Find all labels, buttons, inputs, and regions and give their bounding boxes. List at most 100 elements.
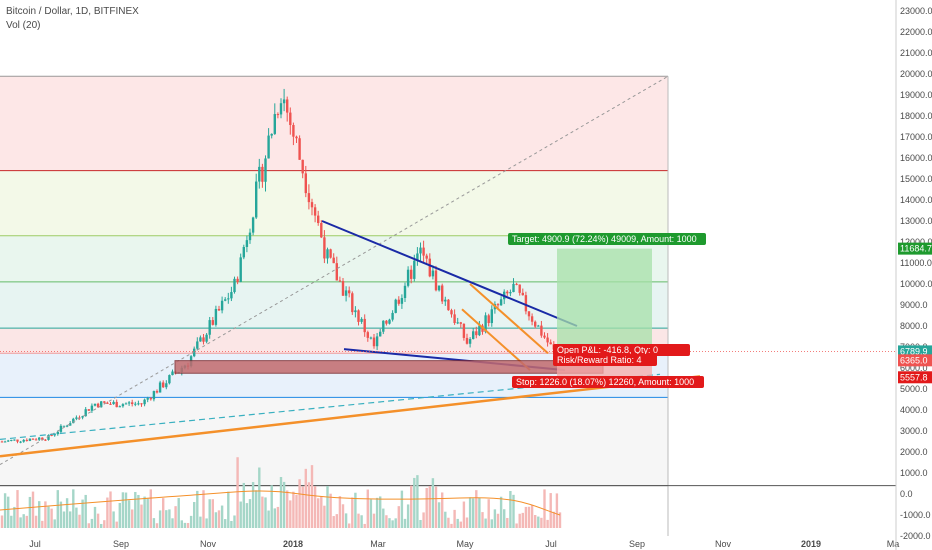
volume-bar	[224, 519, 227, 528]
candle-body	[289, 112, 292, 126]
volume-bar	[307, 482, 311, 528]
candle-body	[295, 136, 298, 139]
candle-body	[422, 247, 425, 256]
volume-bar	[158, 510, 162, 528]
volume-bar	[245, 503, 249, 528]
volume-bar	[434, 486, 438, 528]
candle-body	[441, 285, 444, 302]
candle-body	[146, 398, 149, 400]
annotation-labels: Target: 4900.9 (72.24%) 49009, Amount: 1…	[508, 233, 932, 388]
candle-body	[124, 403, 128, 405]
volume-bar	[47, 506, 50, 528]
volume-bar	[255, 490, 258, 528]
candle-body	[10, 439, 13, 441]
time-tick-label: Ma	[887, 539, 900, 549]
candle-body	[50, 434, 53, 436]
volume-bar	[270, 485, 273, 528]
volume-bar	[279, 477, 283, 528]
candle-body	[537, 325, 540, 327]
candle-body	[397, 299, 400, 304]
volume-bar	[264, 497, 267, 528]
volume-bar	[90, 518, 94, 528]
volume-bar	[149, 489, 152, 528]
price-tick-label: 10000.0	[900, 279, 932, 289]
volume-bar	[152, 518, 156, 528]
volume-bar	[475, 490, 478, 528]
volume-bar	[109, 491, 112, 528]
volume-bar	[19, 517, 22, 528]
volume-bar	[459, 521, 462, 528]
volume-bar	[518, 513, 521, 528]
volume-bar	[174, 506, 177, 528]
candle-body	[419, 247, 422, 254]
candle-body	[310, 202, 314, 208]
volume-bar	[527, 506, 531, 528]
candle-body	[93, 403, 97, 406]
volume-bar	[338, 496, 342, 528]
candle-body	[326, 249, 329, 259]
candle-body	[292, 125, 295, 137]
candle-body	[38, 437, 41, 440]
candle-body	[31, 438, 35, 440]
volume-bar	[465, 517, 469, 528]
time-tick-label: Mar	[370, 539, 386, 549]
volume-bar	[344, 513, 348, 528]
volume-bar	[93, 506, 97, 528]
price-tick-label: 1000.0	[900, 468, 928, 478]
candle-body	[447, 299, 450, 311]
candle-body	[69, 423, 72, 426]
volume-bar	[289, 500, 292, 528]
fib-band	[0, 76, 668, 171]
volume-bar	[217, 510, 221, 528]
volume-bar	[375, 497, 379, 528]
volume-bar	[168, 509, 171, 528]
candle-body	[437, 285, 441, 291]
candle-body	[344, 290, 348, 296]
volume-bar	[230, 520, 233, 528]
volume-bar	[357, 513, 360, 528]
candle-body	[96, 403, 100, 408]
candle-body	[65, 425, 69, 427]
volume-bar	[208, 499, 211, 528]
volume-bar	[295, 494, 298, 528]
price-label: 11684.7	[900, 244, 932, 254]
price-axis: 23000.0 22000.0 21000.0 20000.0 19000.0 18000…	[895, 0, 932, 550]
target-label: Target: 4900.9 (72.24%) 49009, Amount: 1…	[512, 234, 697, 244]
volume-bar	[385, 515, 388, 528]
price-label-bg	[898, 354, 932, 367]
volume-bar	[162, 498, 165, 528]
price-tick-label: 20000.0	[900, 69, 932, 79]
volume-bar	[205, 518, 208, 528]
volume-bar	[103, 520, 106, 528]
volume-bar	[512, 494, 515, 528]
candle-body	[137, 403, 140, 405]
price-tick-label: 6000.0	[900, 363, 928, 373]
candle-body	[410, 269, 413, 279]
volume-bar	[118, 502, 121, 528]
candle-body	[242, 247, 245, 258]
volume-bar	[100, 523, 103, 528]
volume-bar	[13, 506, 16, 528]
candle-body	[251, 217, 255, 233]
volume-ma-line	[0, 490, 561, 516]
volume-bar	[447, 517, 450, 528]
volume-bar	[540, 517, 543, 528]
volume-bar	[7, 496, 10, 528]
candle-body	[162, 382, 165, 388]
candle-body	[158, 382, 162, 393]
volume-bar	[391, 520, 394, 528]
price-tick-label: 23000.0	[900, 6, 932, 16]
candle-body	[543, 335, 546, 338]
candle-body	[217, 308, 221, 311]
volume-bar	[28, 496, 32, 528]
volume-bar	[403, 518, 407, 528]
time-tick-label: Jul	[545, 539, 557, 549]
candle-body	[416, 253, 419, 261]
volume-bar	[326, 485, 329, 528]
candle-body	[434, 270, 438, 291]
volume-bar	[515, 523, 518, 528]
wedge-upper-line	[321, 220, 578, 327]
volume-bar	[530, 504, 534, 528]
candle-body	[320, 223, 323, 238]
